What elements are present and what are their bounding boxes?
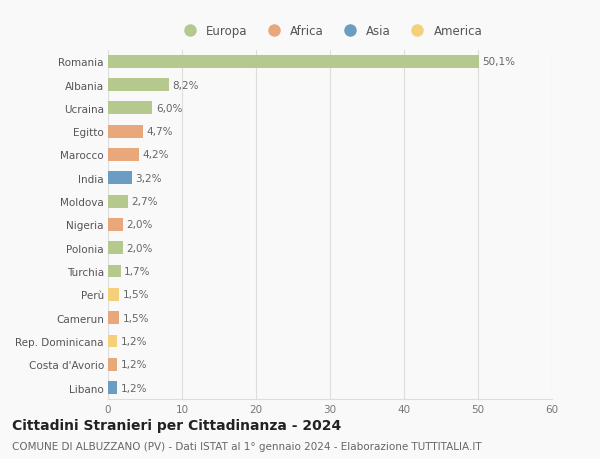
Bar xyxy=(108,56,479,68)
Bar xyxy=(108,102,152,115)
Bar xyxy=(108,195,128,208)
Text: Cittadini Stranieri per Cittadinanza - 2024: Cittadini Stranieri per Cittadinanza - 2… xyxy=(12,418,341,431)
Text: 2,0%: 2,0% xyxy=(127,220,153,230)
Bar xyxy=(108,79,169,92)
Text: 1,7%: 1,7% xyxy=(124,266,151,276)
Bar xyxy=(108,288,119,301)
Text: 50,1%: 50,1% xyxy=(482,57,515,67)
Text: 2,0%: 2,0% xyxy=(127,243,153,253)
Text: 4,7%: 4,7% xyxy=(146,127,173,137)
Text: 8,2%: 8,2% xyxy=(172,80,199,90)
Bar xyxy=(108,381,117,394)
Text: 1,2%: 1,2% xyxy=(121,359,147,369)
Text: 2,7%: 2,7% xyxy=(131,196,158,207)
Bar xyxy=(108,265,121,278)
Bar xyxy=(108,125,143,138)
Text: 1,2%: 1,2% xyxy=(121,383,147,393)
Text: 1,5%: 1,5% xyxy=(123,290,149,300)
Legend: Europa, Africa, Asia, America: Europa, Africa, Asia, America xyxy=(178,25,482,38)
Bar xyxy=(108,312,119,325)
Bar xyxy=(108,172,131,185)
Text: 3,2%: 3,2% xyxy=(136,174,162,184)
Bar xyxy=(108,218,123,231)
Bar xyxy=(108,335,117,347)
Text: COMUNE DI ALBUZZANO (PV) - Dati ISTAT al 1° gennaio 2024 - Elaborazione TUTTITAL: COMUNE DI ALBUZZANO (PV) - Dati ISTAT al… xyxy=(12,441,482,451)
Bar xyxy=(108,149,139,162)
Bar xyxy=(108,242,123,255)
Text: 1,5%: 1,5% xyxy=(123,313,149,323)
Text: 6,0%: 6,0% xyxy=(156,104,182,114)
Bar xyxy=(108,358,117,371)
Text: 4,2%: 4,2% xyxy=(143,150,169,160)
Text: 1,2%: 1,2% xyxy=(121,336,147,346)
